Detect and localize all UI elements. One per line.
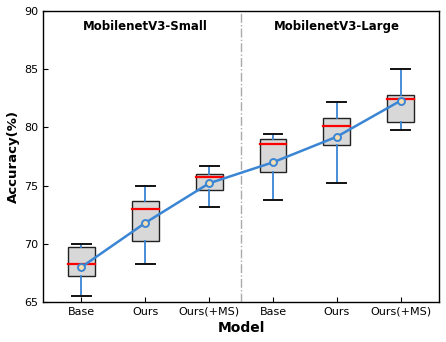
Bar xyxy=(387,95,414,121)
Bar xyxy=(323,118,350,145)
Bar xyxy=(68,247,95,276)
Bar xyxy=(132,201,159,241)
Bar xyxy=(260,139,286,172)
Bar xyxy=(196,174,223,190)
Text: MobilenetV3-Small: MobilenetV3-Small xyxy=(83,20,208,33)
Y-axis label: Accuracy(%): Accuracy(%) xyxy=(7,110,20,203)
X-axis label: Model: Model xyxy=(217,321,265,335)
Text: MobilenetV3-Large: MobilenetV3-Large xyxy=(274,20,400,33)
